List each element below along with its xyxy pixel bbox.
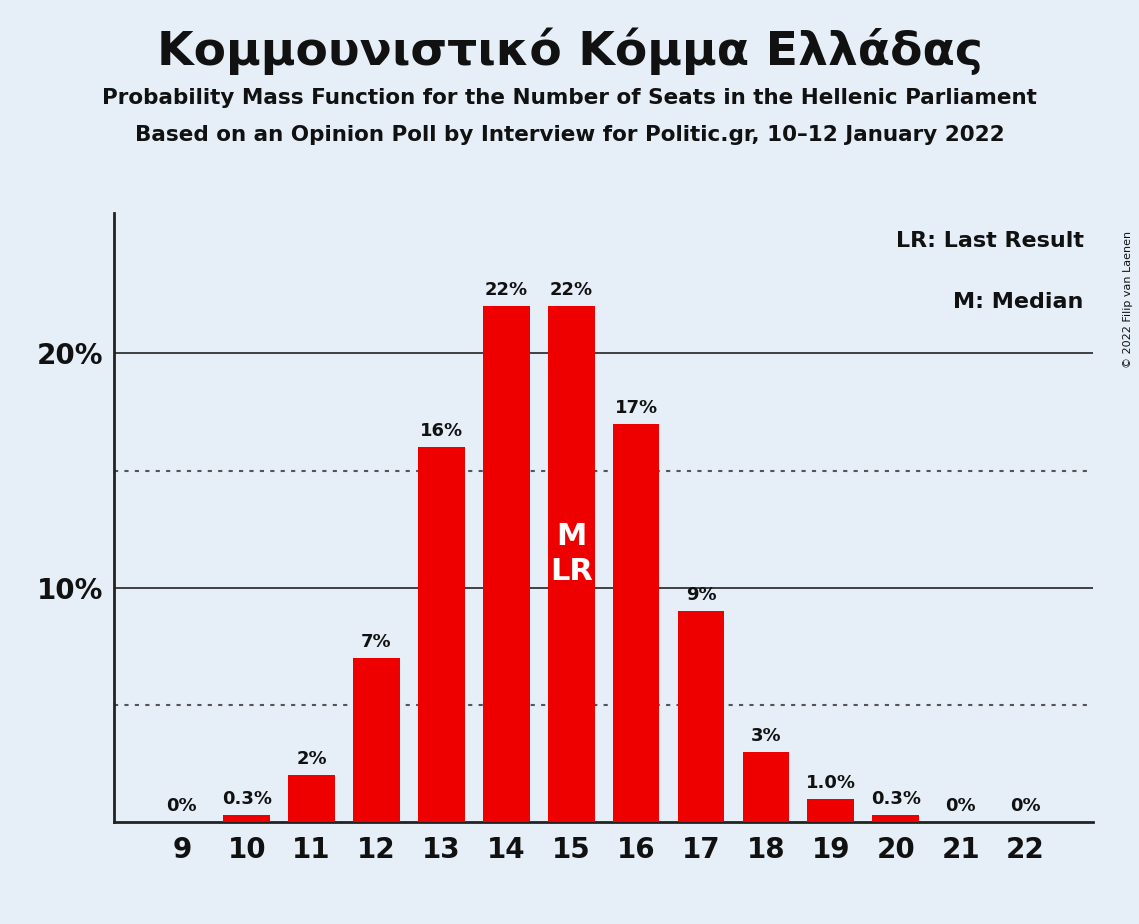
Text: 0%: 0%	[166, 797, 197, 815]
Bar	[288, 775, 335, 822]
Bar	[353, 658, 400, 822]
Text: 16%: 16%	[420, 422, 462, 440]
Text: © 2022 Filip van Laenen: © 2022 Filip van Laenen	[1123, 231, 1133, 368]
Text: 3%: 3%	[751, 727, 781, 745]
Text: Κομμουνιστικό Κόμμα Ελλάδας: Κομμουνιστικό Κόμμα Ελλάδας	[156, 28, 983, 75]
Bar	[808, 799, 854, 822]
Bar	[743, 752, 789, 822]
Text: Based on an Opinion Poll by Interview for Politic.gr, 10–12 January 2022: Based on an Opinion Poll by Interview fo…	[134, 125, 1005, 145]
Text: M
LR: M LR	[550, 521, 592, 587]
Text: LR: Last Result: LR: Last Result	[895, 231, 1083, 250]
Text: 9%: 9%	[686, 586, 716, 604]
Text: 1.0%: 1.0%	[805, 774, 855, 792]
Text: M: Median: M: Median	[953, 292, 1083, 311]
Text: 0%: 0%	[1010, 797, 1041, 815]
Bar	[483, 307, 530, 822]
Text: 17%: 17%	[615, 398, 657, 417]
Bar	[548, 307, 595, 822]
Text: 0.3%: 0.3%	[222, 790, 272, 808]
Text: 0%: 0%	[945, 797, 976, 815]
Text: 0.3%: 0.3%	[870, 790, 920, 808]
Bar	[678, 612, 724, 822]
Bar	[872, 815, 919, 822]
Bar	[418, 447, 465, 822]
Text: 7%: 7%	[361, 633, 392, 651]
Text: 22%: 22%	[485, 281, 527, 299]
Text: 22%: 22%	[550, 281, 592, 299]
Text: 2%: 2%	[296, 750, 327, 769]
Bar	[223, 815, 270, 822]
Bar	[613, 423, 659, 822]
Text: Probability Mass Function for the Number of Seats in the Hellenic Parliament: Probability Mass Function for the Number…	[103, 88, 1036, 108]
